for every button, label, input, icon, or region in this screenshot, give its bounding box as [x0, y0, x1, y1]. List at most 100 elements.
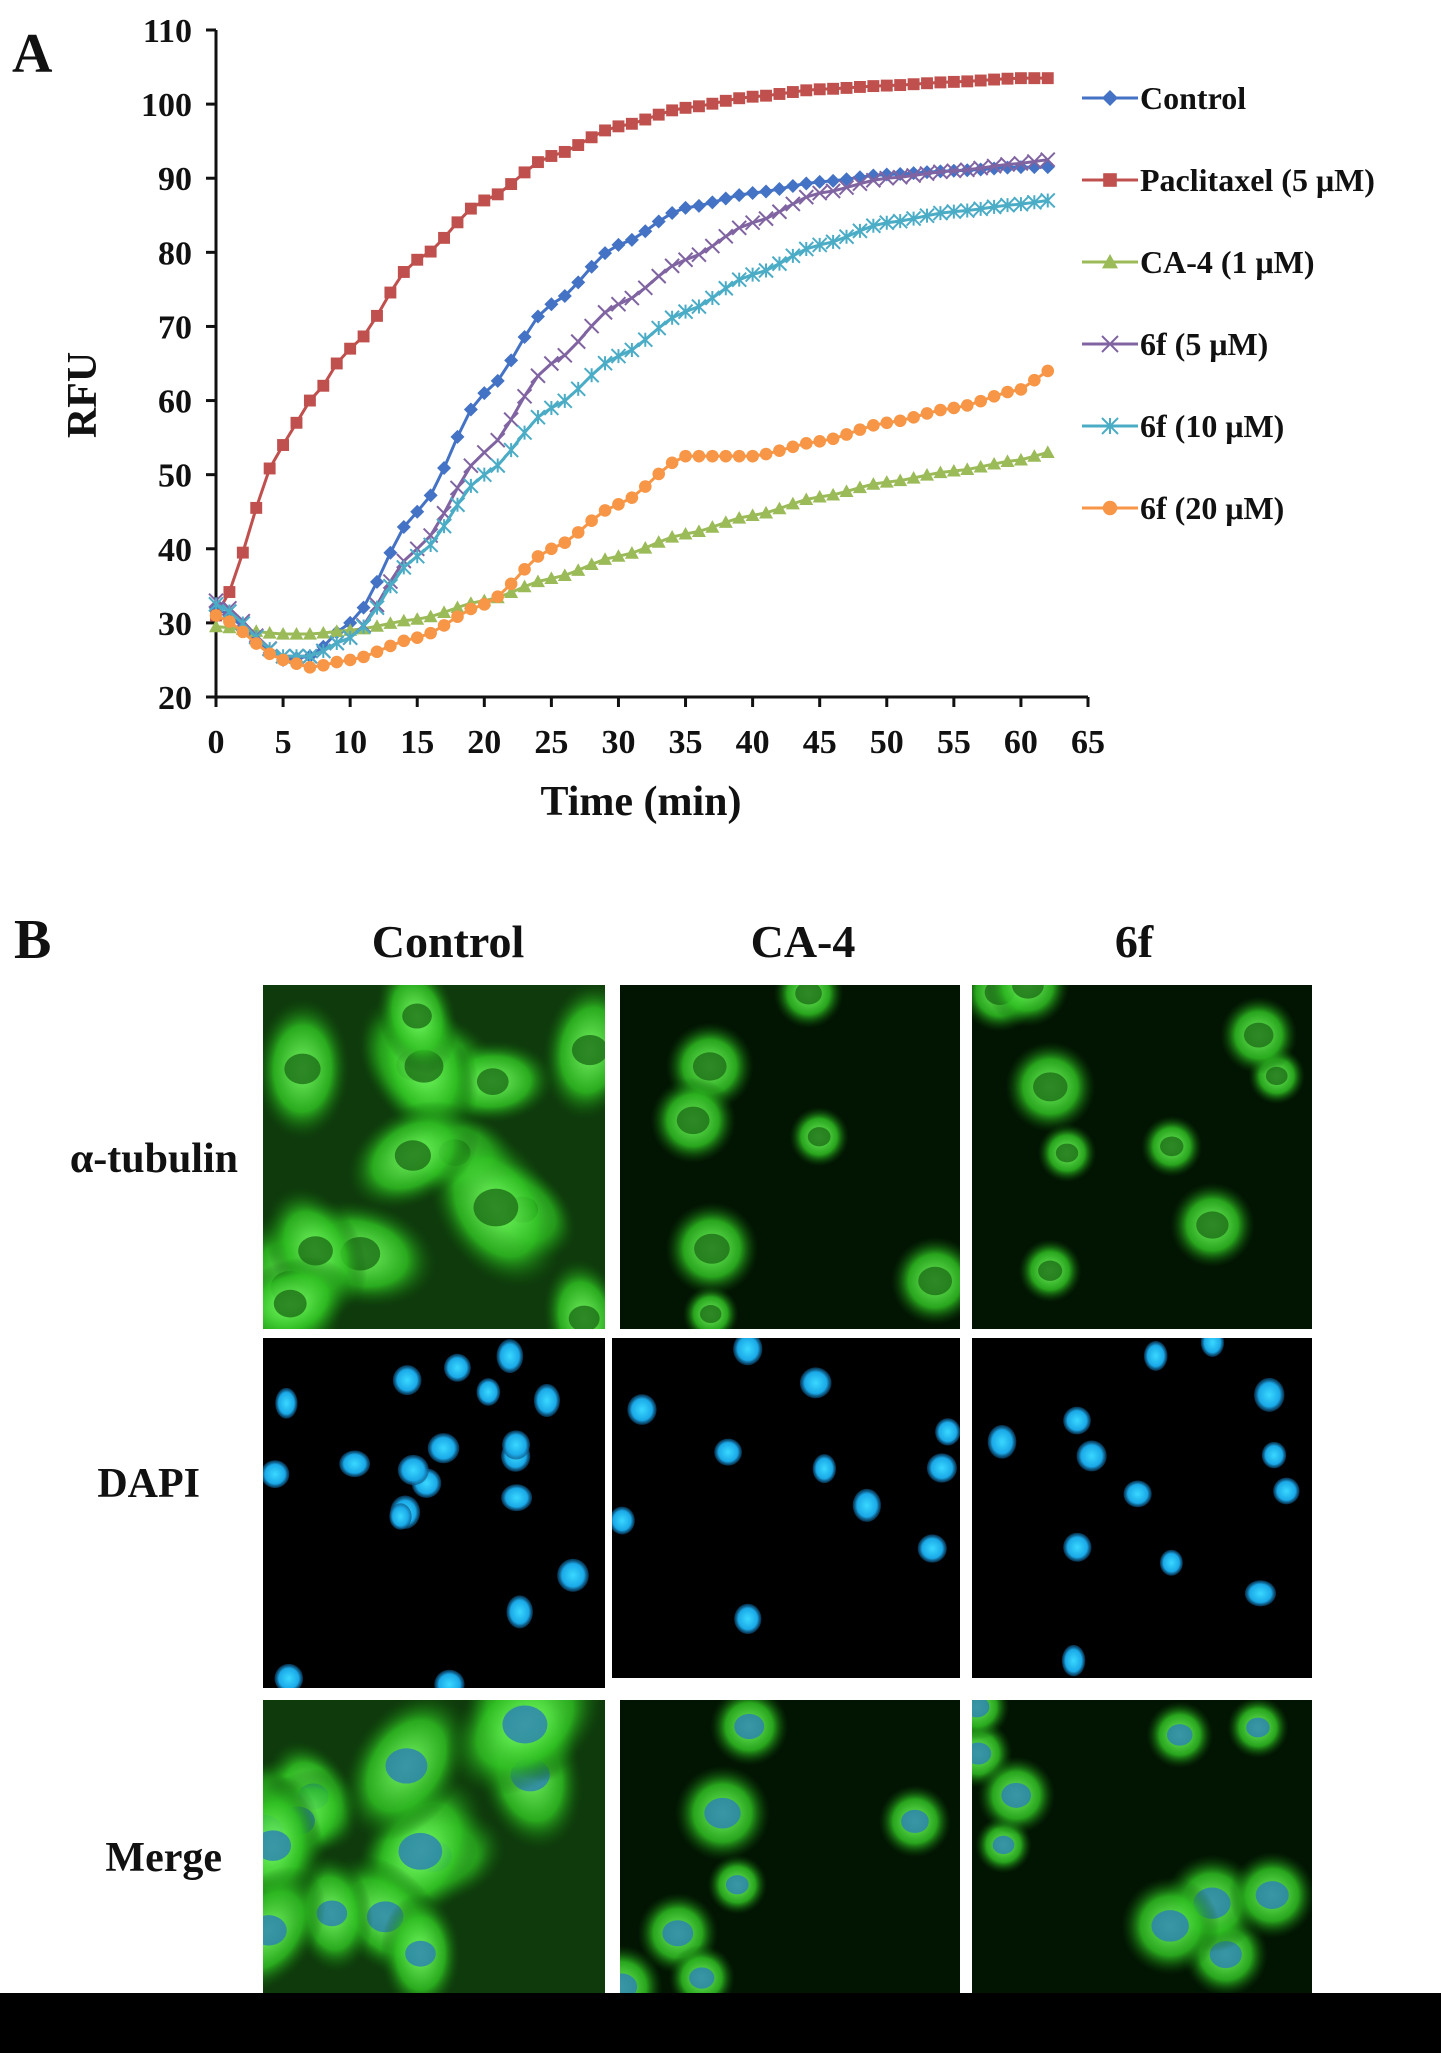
micrograph-image [972, 1700, 1312, 1993]
nucleus-stain [627, 1394, 657, 1425]
data-point [865, 172, 882, 188]
data-point [317, 658, 330, 672]
legend-entry: Paclitaxel (5 μM) [1082, 162, 1375, 198]
data-point [812, 174, 827, 189]
data-point [383, 616, 398, 629]
data-point [611, 237, 626, 252]
micrograph-image [987, 1338, 1300, 1677]
cell-nucleus [284, 1053, 321, 1085]
data-point [933, 465, 948, 479]
data-point [744, 214, 761, 231]
data-point [504, 353, 519, 368]
data-point [570, 381, 586, 397]
data-point [651, 214, 666, 229]
data-point [624, 546, 639, 559]
data-point [597, 355, 613, 371]
data-point [517, 330, 532, 345]
legend-marker [1101, 417, 1119, 435]
data-point [894, 79, 907, 92]
data-point [974, 394, 987, 408]
data-point [236, 546, 249, 559]
data-point [505, 178, 518, 191]
data-point [892, 213, 908, 229]
cell-nucleus [725, 1875, 749, 1895]
data-point [920, 407, 934, 420]
data-point [825, 183, 841, 199]
series-star [208, 192, 1056, 664]
data-point [972, 201, 989, 217]
cell-nucleus [1246, 1717, 1270, 1738]
data-point [585, 514, 598, 528]
data-point [570, 333, 586, 350]
data-point [477, 386, 492, 401]
data-point [865, 218, 882, 234]
data-point [424, 245, 437, 258]
cell-nucleus [1151, 1910, 1189, 1942]
micrograph-ca4-merge [620, 1700, 960, 1993]
data-point [531, 550, 545, 563]
data-point [1014, 383, 1028, 396]
data-point [665, 530, 680, 543]
cell-nucleus [676, 1106, 710, 1135]
data-point [451, 216, 464, 229]
data-point [880, 79, 893, 92]
data-point [719, 94, 732, 107]
x-tick-label: 55 [937, 724, 971, 761]
nucleus-stain [733, 1338, 763, 1366]
cell-nucleus [1243, 1022, 1274, 1048]
data-point [384, 639, 397, 653]
data-point [879, 475, 894, 488]
data-point [905, 167, 922, 184]
data-point [960, 399, 974, 412]
data-point [571, 563, 586, 576]
data-point [543, 400, 560, 416]
data-point [612, 120, 625, 133]
data-point [947, 401, 961, 415]
nucleus-stain [926, 1453, 957, 1483]
nucleus-stain [443, 1353, 471, 1382]
y-axis-label: RFU [60, 352, 106, 438]
data-point [262, 625, 277, 639]
data-point [303, 661, 317, 674]
data-point [344, 342, 357, 355]
data-point [598, 552, 613, 565]
nucleus-stain [502, 1430, 531, 1460]
cell-nucleus [273, 1289, 307, 1318]
cell-nucleus [405, 1940, 436, 1967]
figure: A 20 30 40 50 60 70 80 90 100 110 0 5 10 15 20 25 30 35 40… [0, 0, 1441, 1993]
data-point [932, 205, 949, 221]
cell-nucleus [1196, 1211, 1229, 1239]
data-point [464, 202, 477, 215]
row-header-alpha-tubulin: α-tubulin [69, 1136, 238, 1182]
data-point [759, 184, 774, 199]
data-point [355, 618, 372, 635]
data-point [786, 440, 800, 454]
legend-entry: 6f (10 μM) [1082, 408, 1284, 444]
data-point [558, 145, 571, 158]
nucleus-stain [714, 1438, 742, 1466]
nucleus-stain [339, 1450, 371, 1478]
data-point [733, 92, 746, 105]
data-point [840, 428, 853, 441]
data-point [396, 520, 411, 535]
y-tick-label: 100 [141, 87, 192, 124]
data-point [277, 439, 290, 451]
nucleus-stain [1063, 1532, 1092, 1562]
nucleus-stain [501, 1484, 533, 1512]
data-point [838, 229, 855, 245]
data-point [758, 210, 774, 227]
column-header-control: Control [371, 916, 525, 967]
data-point [758, 262, 774, 279]
data-point [652, 108, 665, 121]
data-point [490, 432, 506, 448]
legend-label: 6f (5 μM) [1140, 326, 1268, 362]
data-point [516, 424, 533, 441]
data-point [934, 76, 947, 89]
data-point [384, 286, 397, 299]
data-point [785, 496, 800, 510]
cell-nucleus [263, 1830, 292, 1861]
data-point [921, 77, 933, 90]
data-point [624, 290, 640, 306]
data-point [691, 524, 706, 538]
y-tick-label: 110 [143, 13, 192, 50]
